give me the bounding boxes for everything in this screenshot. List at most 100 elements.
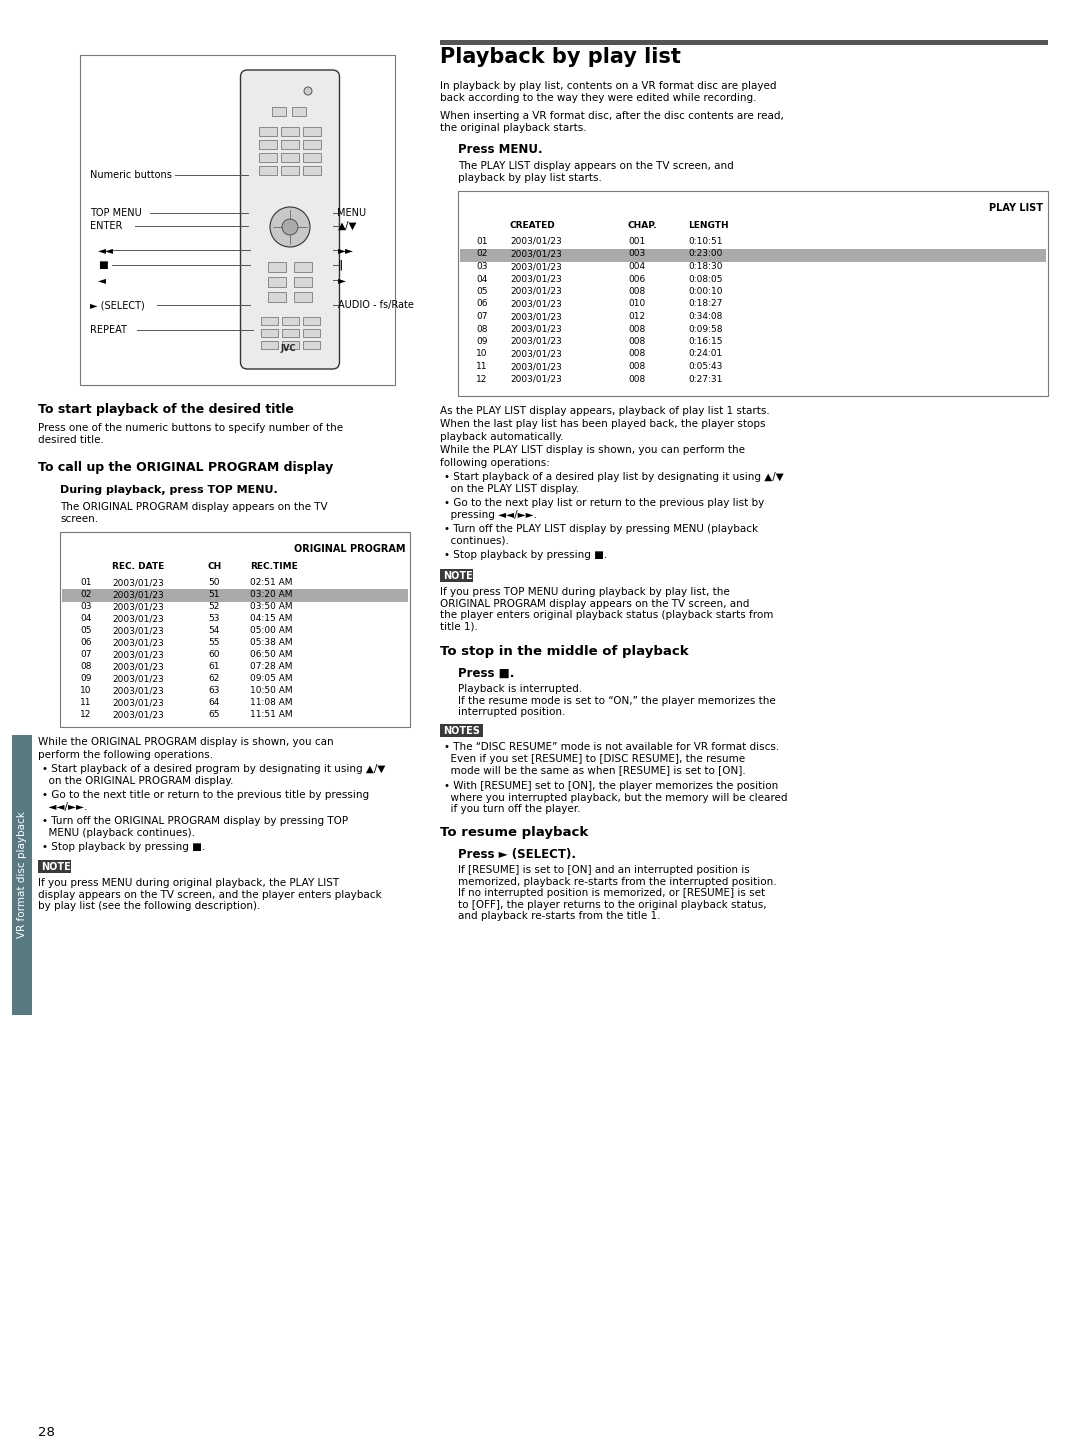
Bar [60, 531, 410, 727]
Text: 0:10:51: 0:10:51 [688, 237, 723, 246]
Text: When the last play list has been played back, the player stops: When the last play list has been played … [440, 419, 766, 430]
Bar [294, 277, 312, 287]
Text: ‖: ‖ [337, 261, 342, 271]
Text: 2003/01/23: 2003/01/23 [112, 697, 164, 708]
Text: 11: 11 [80, 697, 92, 708]
Text: 0:08:05: 0:08:05 [688, 275, 723, 284]
Text: 51: 51 [208, 590, 219, 598]
Text: VR format disc playback: VR format disc playback [17, 811, 27, 939]
Text: MENU: MENU [337, 208, 366, 218]
Text: • Go to the next play list or return to the previous play list by
  pressing ◄◄/: • Go to the next play list or return to … [444, 498, 765, 520]
Bar [38, 860, 71, 874]
Text: 11: 11 [476, 363, 487, 371]
Text: 07: 07 [80, 649, 92, 660]
Text: 001: 001 [627, 237, 645, 246]
Text: • Start playback of a desired play list by designating it using ▲/▼
  on the PLA: • Start playback of a desired play list … [444, 472, 784, 494]
Bar [281, 166, 299, 175]
Text: • Stop playback by pressing ■.: • Stop playback by pressing ■. [444, 550, 607, 561]
Bar [294, 293, 312, 301]
Bar [259, 166, 276, 175]
Text: 008: 008 [627, 349, 645, 358]
Text: If you press MENU during original playback, the PLAY LIST
display appears on the: If you press MENU during original playba… [38, 878, 381, 911]
Text: 2003/01/23: 2003/01/23 [112, 614, 164, 623]
Text: 0:24:01: 0:24:01 [688, 349, 723, 358]
Bar [12, 735, 32, 1015]
Bar [294, 262, 312, 272]
Bar [260, 341, 278, 349]
Text: 008: 008 [627, 363, 645, 371]
Text: 10:50 AM: 10:50 AM [249, 686, 293, 695]
FancyBboxPatch shape [241, 70, 339, 368]
Text: Playback by play list: Playback by play list [440, 47, 680, 67]
Text: 62: 62 [208, 674, 219, 683]
Text: 0:18:30: 0:18:30 [688, 262, 723, 271]
Text: 2003/01/23: 2003/01/23 [112, 662, 164, 671]
Text: To start playback of the desired title: To start playback of the desired title [38, 403, 294, 416]
Text: ► (SELECT): ► (SELECT) [90, 300, 145, 310]
Text: 53: 53 [208, 614, 219, 623]
Text: 52: 52 [208, 601, 219, 612]
Text: 10: 10 [80, 686, 92, 695]
Text: 2003/01/23: 2003/01/23 [510, 363, 562, 371]
Text: ◄◄: ◄◄ [98, 245, 114, 255]
Bar [460, 249, 1047, 262]
Circle shape [303, 87, 312, 95]
Text: 2003/01/23: 2003/01/23 [510, 374, 562, 383]
Bar [282, 341, 298, 349]
Text: 02: 02 [80, 590, 92, 598]
Text: 0:18:27: 0:18:27 [688, 300, 723, 309]
Text: 2003/01/23: 2003/01/23 [510, 312, 562, 320]
Text: 2003/01/23: 2003/01/23 [112, 638, 164, 646]
Bar [260, 317, 278, 325]
Bar [281, 140, 299, 149]
Text: perform the following operations.: perform the following operations. [38, 750, 213, 760]
Text: 010: 010 [627, 300, 645, 309]
Text: 2003/01/23: 2003/01/23 [112, 578, 164, 587]
Text: 2003/01/23: 2003/01/23 [510, 237, 562, 246]
Text: REC. DATE: REC. DATE [112, 562, 164, 571]
Text: 11:51 AM: 11:51 AM [249, 711, 293, 719]
Text: 10: 10 [476, 349, 487, 358]
Text: 0:34:08: 0:34:08 [688, 312, 723, 320]
Text: 03: 03 [476, 262, 487, 271]
Bar [292, 106, 306, 116]
Text: 2003/01/23: 2003/01/23 [112, 649, 164, 660]
Circle shape [282, 218, 298, 234]
Text: 07:28 AM: 07:28 AM [249, 662, 293, 671]
Text: 28: 28 [38, 1425, 55, 1439]
Text: 01: 01 [80, 578, 92, 587]
Text: 04: 04 [476, 275, 487, 284]
Text: 12: 12 [80, 711, 92, 719]
Text: 0:09:58: 0:09:58 [688, 325, 723, 333]
Bar [458, 191, 1048, 396]
Text: 008: 008 [627, 325, 645, 333]
Bar [303, 153, 321, 162]
Text: PLAY LIST: PLAY LIST [989, 202, 1043, 213]
Bar [259, 127, 276, 135]
Bar [62, 590, 408, 601]
Text: The ORIGINAL PROGRAM display appears on the TV
screen.: The ORIGINAL PROGRAM display appears on … [60, 502, 327, 524]
Bar [268, 293, 286, 301]
Text: following operations:: following operations: [440, 459, 550, 467]
Bar [303, 127, 321, 135]
Text: Press ► (SELECT).: Press ► (SELECT). [458, 847, 576, 860]
Text: 03: 03 [80, 601, 92, 612]
Text: 2003/01/23: 2003/01/23 [510, 300, 562, 309]
Bar [282, 317, 298, 325]
Text: 006: 006 [627, 275, 645, 284]
Text: ►: ► [337, 275, 346, 285]
Text: JVC: JVC [280, 344, 296, 352]
Text: 04: 04 [80, 614, 92, 623]
Bar [302, 317, 320, 325]
Text: ◄: ◄ [98, 275, 106, 285]
Text: 2003/01/23: 2003/01/23 [510, 349, 562, 358]
Text: 003: 003 [627, 249, 645, 259]
Text: 50: 50 [208, 578, 219, 587]
Text: 08: 08 [80, 662, 92, 671]
Text: 05:00 AM: 05:00 AM [249, 626, 293, 635]
Text: If [RESUME] is set to [ON] and an interrupted position is
memorized, playback re: If [RESUME] is set to [ON] and an interr… [458, 865, 777, 922]
Bar [302, 329, 320, 336]
Text: 0:23:00: 0:23:00 [688, 249, 723, 259]
Text: NOTE: NOTE [443, 571, 473, 581]
Bar [268, 262, 286, 272]
